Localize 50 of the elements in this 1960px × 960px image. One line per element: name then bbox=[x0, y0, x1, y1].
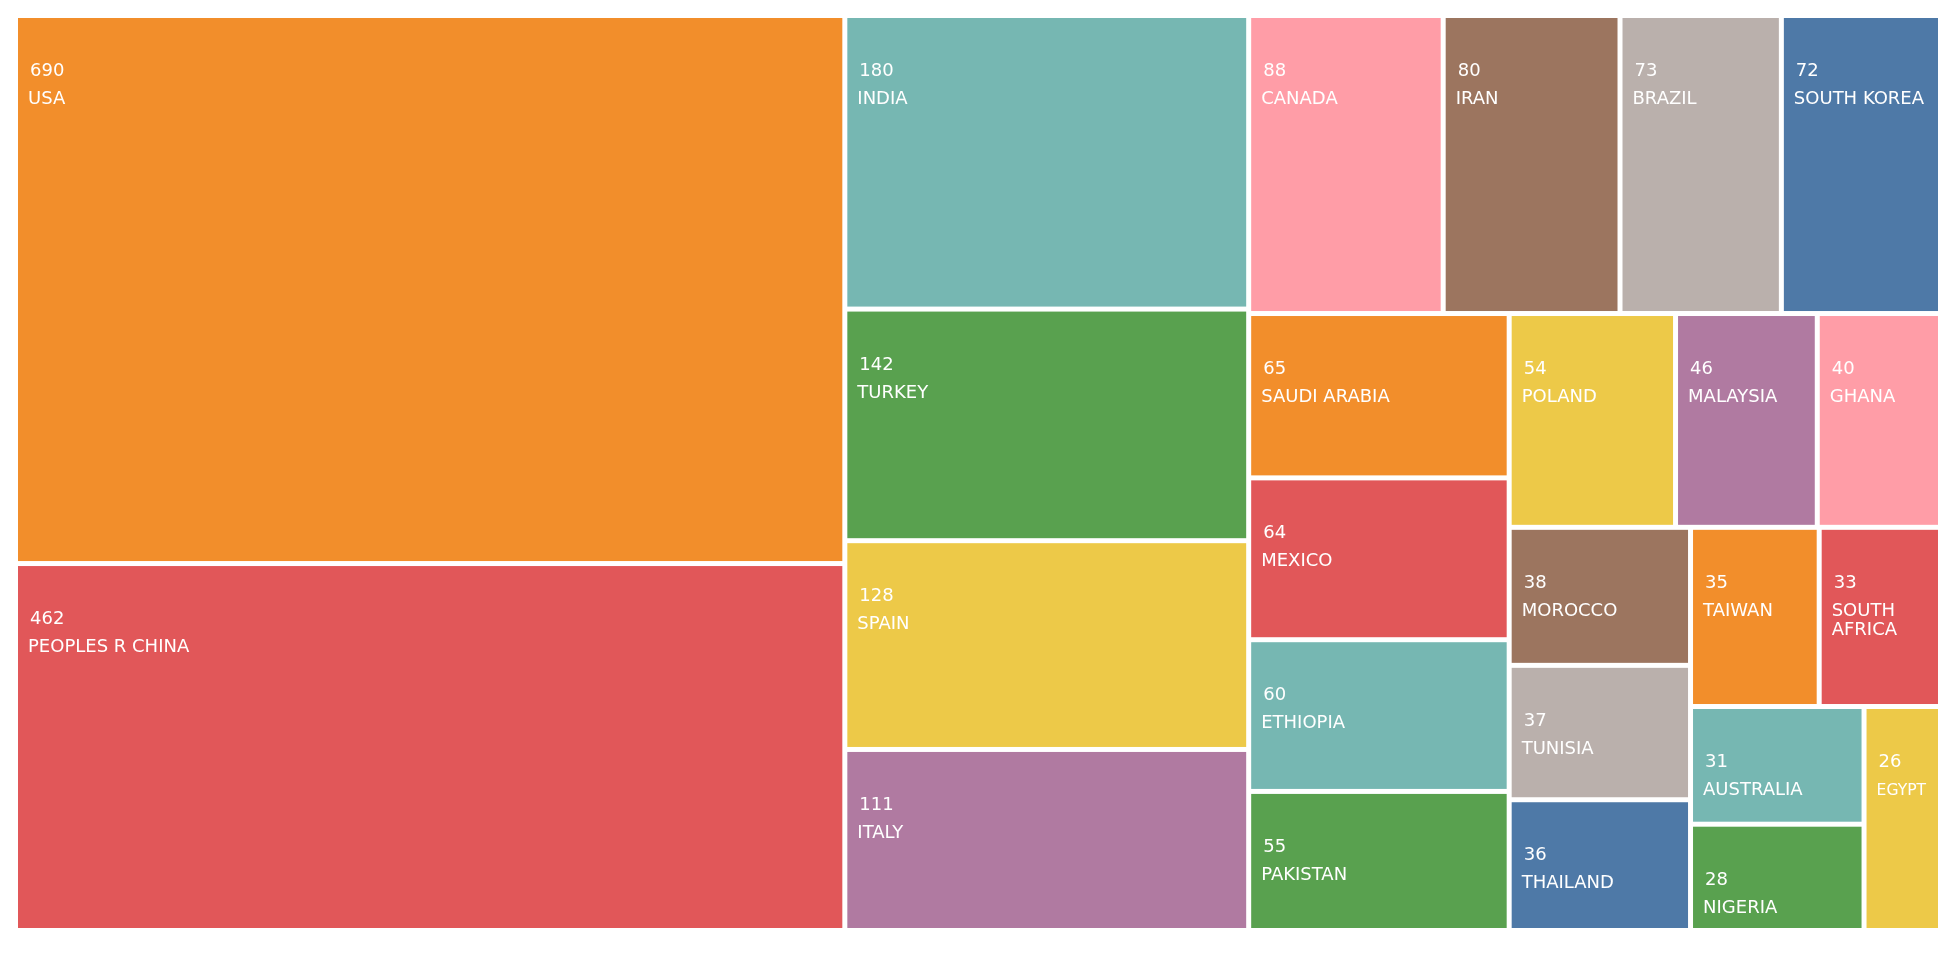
data-label: 36 bbox=[1523, 843, 1547, 865]
category-label: CANADA bbox=[1261, 87, 1339, 108]
category-label: MEXICO bbox=[1261, 549, 1333, 571]
category-label: IRAN bbox=[1455, 87, 1499, 108]
category-label: MALAYSIA bbox=[1688, 385, 1778, 407]
category-label: PAKISTAN bbox=[1261, 862, 1348, 884]
category-label: TAIWAN bbox=[1702, 598, 1773, 620]
category-label: USA bbox=[28, 87, 66, 108]
category-label: PEOPLES R CHINA bbox=[28, 635, 190, 657]
category-label: EGYPT bbox=[1876, 781, 1927, 800]
category-label: THAILAND bbox=[1520, 871, 1614, 893]
category-label: INDIA bbox=[857, 87, 909, 108]
data-label: 46 bbox=[1690, 357, 1713, 379]
data-label: 73 bbox=[1634, 59, 1658, 80]
category-label: GHANA bbox=[1829, 385, 1897, 407]
category-label: NIGERIA bbox=[1703, 895, 1778, 917]
category-label: AUSTRALIA bbox=[1703, 778, 1804, 800]
data-label: 690 bbox=[30, 59, 65, 80]
data-label: 64 bbox=[1263, 521, 1287, 543]
category-label: BRAZIL bbox=[1632, 87, 1697, 108]
category-label: SOUTH KOREA bbox=[1793, 87, 1925, 108]
category-label: ETHIOPIA bbox=[1261, 711, 1346, 733]
data-label: 55 bbox=[1263, 834, 1287, 856]
data-label: 142 bbox=[859, 352, 894, 374]
data-label: 31 bbox=[1705, 750, 1728, 772]
data-label: 26 bbox=[1878, 750, 1902, 772]
data-label: 37 bbox=[1523, 708, 1547, 730]
data-label: 180 bbox=[859, 59, 894, 80]
data-label: 111 bbox=[859, 792, 894, 814]
data-label: 33 bbox=[1833, 570, 1857, 592]
data-label: 65 bbox=[1263, 357, 1287, 379]
category-label: ITALY bbox=[857, 820, 905, 842]
category-label: TUNISIA bbox=[1520, 736, 1595, 758]
data-label: 128 bbox=[859, 584, 894, 606]
category-label: SAUDI ARABIA bbox=[1261, 385, 1391, 407]
category-label: POLAND bbox=[1521, 385, 1597, 407]
data-label: 72 bbox=[1795, 59, 1819, 80]
data-label: 40 bbox=[1831, 357, 1855, 379]
data-label: 462 bbox=[30, 607, 65, 629]
data-label: 35 bbox=[1705, 570, 1728, 592]
data-label: 54 bbox=[1523, 357, 1547, 379]
category-label: MOROCCO bbox=[1521, 598, 1618, 620]
category-label: SPAIN bbox=[857, 612, 910, 634]
category-label: SOUTH AFRICA bbox=[1831, 598, 1898, 639]
data-label: 38 bbox=[1523, 570, 1547, 592]
category-label: TURKEY bbox=[856, 380, 930, 402]
data-label: 28 bbox=[1705, 867, 1728, 889]
data-label: 60 bbox=[1263, 683, 1287, 705]
data-label: 80 bbox=[1457, 59, 1481, 80]
data-label: 88 bbox=[1263, 59, 1287, 80]
